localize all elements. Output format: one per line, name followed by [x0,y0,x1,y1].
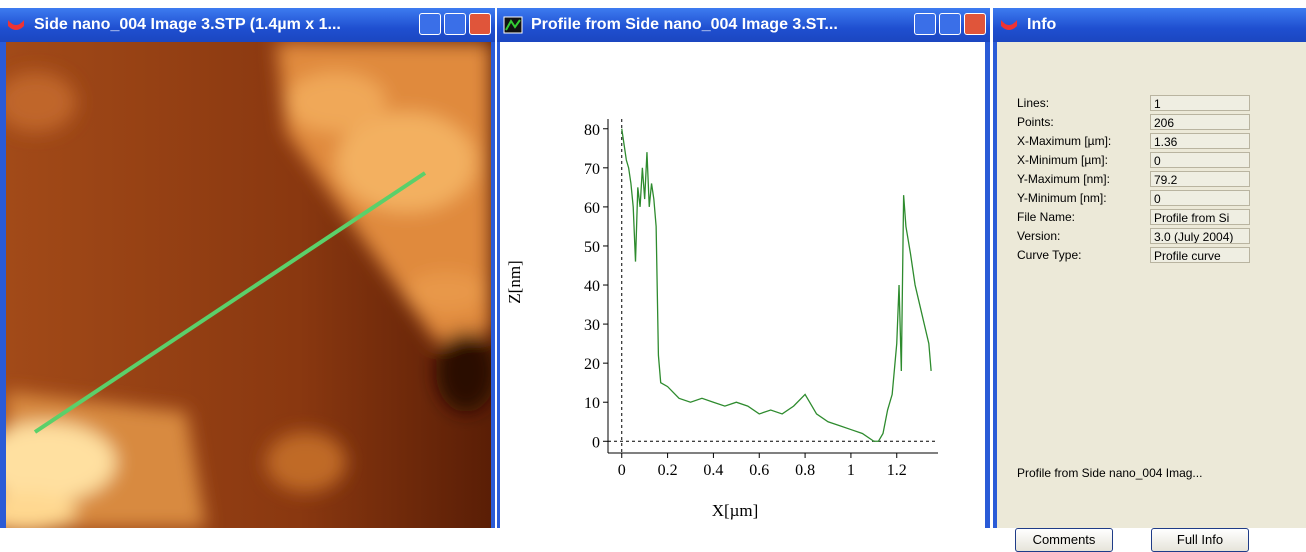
info-value: Profile curve [1150,247,1250,263]
y-axis-label: Z[nm] [505,260,524,303]
info-label: Y-Maximum [nm]: [1017,172,1110,186]
y-tick-label: 80 [584,122,600,139]
info-row: Y-Maximum [nm]: 79.2 [1017,170,1257,189]
info-label: Y-Minimum [nm]: [1017,191,1107,205]
full-info-button[interactable]: Full Info [1151,528,1249,552]
y-tick-label: 20 [584,356,600,373]
x-tick-label: 0.8 [795,462,815,479]
profile-line [33,171,427,434]
info-value: 0 [1150,152,1250,168]
maximize-button[interactable] [444,13,466,35]
info-row: Curve Type: Profile curve [1017,246,1257,265]
info-row: Points: 206 [1017,113,1257,132]
window-title: Side nano_004 Image 3.STP (1.4µm x 1... [34,16,341,33]
x-tick-label: 0 [618,462,626,479]
info-label: X-Maximum [µm]: [1017,134,1112,148]
info-label: Curve Type: [1017,248,1082,262]
y-tick-label: 0 [592,434,600,451]
y-tick-label: 10 [584,395,600,412]
info-row: Version: 3.0 (July 2004) [1017,227,1257,246]
minimize-button[interactable] [419,13,441,35]
app-icon [503,16,523,34]
info-value: 1.36 [1150,133,1250,149]
screen: Side nano_004 Image 3.STP (1.4µm x 1... [0,8,1306,552]
x-tick-label: 0.2 [658,462,678,479]
x-tick-label: 0.4 [703,462,723,479]
info-label: File Name: [1017,210,1076,224]
info-window: Info Profile from Side nano_004 Imag... … [993,8,1306,552]
app-icon [1001,20,1017,30]
info-label: Version: [1017,229,1061,243]
title-bar: Info [993,8,1306,42]
info-row: X-Minimum [µm]: 0 [1017,151,1257,170]
info-value: 206 [1150,114,1250,130]
profile-curve [621,128,932,442]
info-row: Lines: 1 [1017,94,1257,113]
window-title: Info [1027,16,1057,33]
comments-button[interactable]: Comments [1015,528,1113,552]
y-tick-label: 60 [584,200,600,217]
info-value: 0 [1150,190,1250,206]
y-tick-label: 50 [584,239,600,256]
footer-text: Profile from Side nano_004 Imag... [1017,466,1203,480]
minimize-button[interactable] [914,13,936,35]
image-window: Side nano_004 Image 3.STP (1.4µm x 1... [0,8,496,532]
afm-image [0,42,496,532]
title-bar: Profile from Side nano_004 Image 3.ST... [497,8,990,42]
profile-window: Profile from Side nano_004 Image 3.ST...… [497,8,990,528]
close-button[interactable] [469,13,491,35]
info-panel: Profile from Side nano_004 Imag... Comme… [997,42,1306,552]
y-tick-label: 30 [584,317,600,334]
x-tick-label: 1.2 [887,462,907,479]
info-label: Lines: [1017,96,1050,110]
close-button[interactable] [964,13,986,35]
x-axis-label: X[µm] [712,501,759,520]
info-label: Points: [1017,115,1054,129]
title-bar: Side nano_004 Image 3.STP (1.4µm x 1... [0,8,495,42]
info-label: X-Minimum [µm]: [1017,153,1108,167]
info-value: Profile from Si [1150,209,1250,225]
window-title: Profile from Side nano_004 Image 3.ST... [531,16,838,33]
x-tick-label: 0.6 [749,462,769,479]
info-value: 1 [1150,95,1250,111]
info-value: 79.2 [1150,171,1250,187]
profile-chart: X[µm] Z[nm] 0 10 20 30 40 50 60 70 80 0 0.2 0.4 0.6 0… [505,119,938,520]
app-icon [8,20,24,30]
info-row: Y-Minimum [nm]: 0 [1017,189,1257,208]
info-row: X-Maximum [µm]: 1.36 [1017,132,1257,151]
info-value: 3.0 (July 2004) [1150,228,1250,244]
info-row: File Name: Profile from Si [1017,208,1257,227]
x-tick-label: 1 [847,462,855,479]
y-tick-label: 70 [584,161,600,178]
maximize-button[interactable] [939,13,961,35]
y-tick-label: 40 [584,278,600,295]
